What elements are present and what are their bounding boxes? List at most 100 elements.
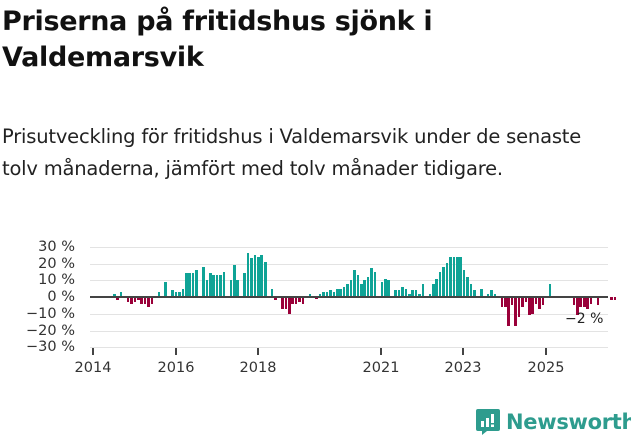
y-tick-label: −30 %	[26, 339, 75, 355]
y-tick-label: 0 %	[47, 289, 75, 305]
bar	[219, 275, 222, 297]
bar	[181, 288, 185, 297]
bar	[404, 288, 408, 297]
bar	[291, 297, 294, 304]
bar	[435, 278, 438, 297]
bar	[298, 297, 301, 303]
bar	[140, 297, 144, 304]
gridline	[90, 331, 608, 332]
bar	[363, 280, 366, 297]
bar	[287, 297, 291, 314]
bar	[500, 297, 504, 308]
bar	[407, 293, 411, 297]
bar	[531, 297, 535, 314]
bar	[473, 290, 476, 297]
x-tick	[92, 348, 94, 355]
bar	[534, 297, 538, 304]
bar-chart: 30 % 20 % 10 % 0 % −10 % −20 % −30 % 201…	[0, 230, 631, 390]
bar-chart-speech-bubble-icon	[476, 409, 500, 435]
bar	[335, 288, 339, 297]
bar	[246, 253, 250, 297]
bar	[524, 297, 528, 303]
bar	[397, 290, 401, 297]
bar	[356, 275, 360, 297]
bar	[332, 291, 336, 297]
bar	[596, 297, 600, 306]
x-tick-label: 2025	[527, 360, 565, 376]
newsworthy-logo[interactable]: Newsworthy	[476, 409, 631, 435]
bar	[469, 283, 473, 297]
bar	[383, 278, 387, 297]
gridline	[90, 264, 608, 265]
bar	[572, 297, 576, 306]
bar	[610, 297, 613, 301]
bar	[438, 271, 442, 297]
bar	[359, 283, 363, 297]
bar	[428, 293, 432, 297]
bar	[250, 258, 253, 297]
bar	[452, 256, 456, 297]
bar	[294, 297, 298, 304]
bar	[445, 263, 449, 297]
chart-subtitle: Prisutveckling för fritidshus i Valdemar…	[2, 125, 582, 180]
brand-name: Newsworthy	[506, 410, 631, 434]
bar	[215, 275, 219, 297]
bar	[342, 286, 346, 297]
bar	[548, 283, 552, 297]
bar	[401, 286, 404, 297]
bar	[418, 293, 421, 297]
y-tick-label: 30 %	[38, 239, 75, 255]
bar	[538, 297, 541, 309]
x-tick	[380, 348, 382, 355]
bar	[281, 297, 284, 309]
bar	[528, 297, 531, 316]
bar	[157, 291, 161, 297]
bar	[353, 270, 356, 297]
bar	[260, 255, 264, 297]
bar	[514, 297, 517, 326]
bar	[233, 265, 236, 297]
bar	[490, 290, 493, 297]
gridline	[90, 347, 608, 348]
bar	[308, 293, 312, 297]
bar	[486, 293, 490, 297]
bar	[126, 297, 130, 303]
bar	[493, 293, 497, 297]
bar	[130, 297, 133, 304]
bar	[191, 273, 195, 297]
bar	[442, 266, 445, 297]
bar	[414, 290, 418, 297]
bar	[322, 291, 325, 297]
gridline	[90, 280, 608, 281]
x-tick-label: 2016	[157, 360, 195, 376]
bar	[456, 256, 459, 297]
bar	[195, 270, 198, 297]
x-tick	[545, 348, 547, 355]
bar	[541, 297, 545, 306]
bar	[274, 297, 277, 301]
bar	[366, 276, 370, 297]
bar	[263, 261, 267, 297]
bar	[143, 297, 147, 304]
bar	[346, 283, 349, 297]
bar	[613, 297, 617, 301]
bar	[116, 297, 120, 301]
bar	[171, 290, 174, 297]
bar	[480, 288, 483, 297]
bar	[589, 297, 593, 304]
bar	[270, 288, 274, 297]
bar	[411, 290, 414, 297]
y-tick-label: 20 %	[38, 256, 75, 272]
bar	[421, 283, 425, 297]
x-tick-label: 2021	[362, 360, 400, 376]
bar	[284, 297, 288, 309]
bar	[380, 281, 384, 297]
last-value-annotation: −2 %	[565, 311, 604, 327]
bar	[373, 271, 377, 297]
bar	[205, 280, 209, 297]
x-tick	[257, 348, 259, 355]
bar	[229, 280, 233, 297]
x-tick-label: 2014	[74, 360, 112, 376]
bar	[339, 288, 342, 297]
bar	[150, 297, 154, 304]
